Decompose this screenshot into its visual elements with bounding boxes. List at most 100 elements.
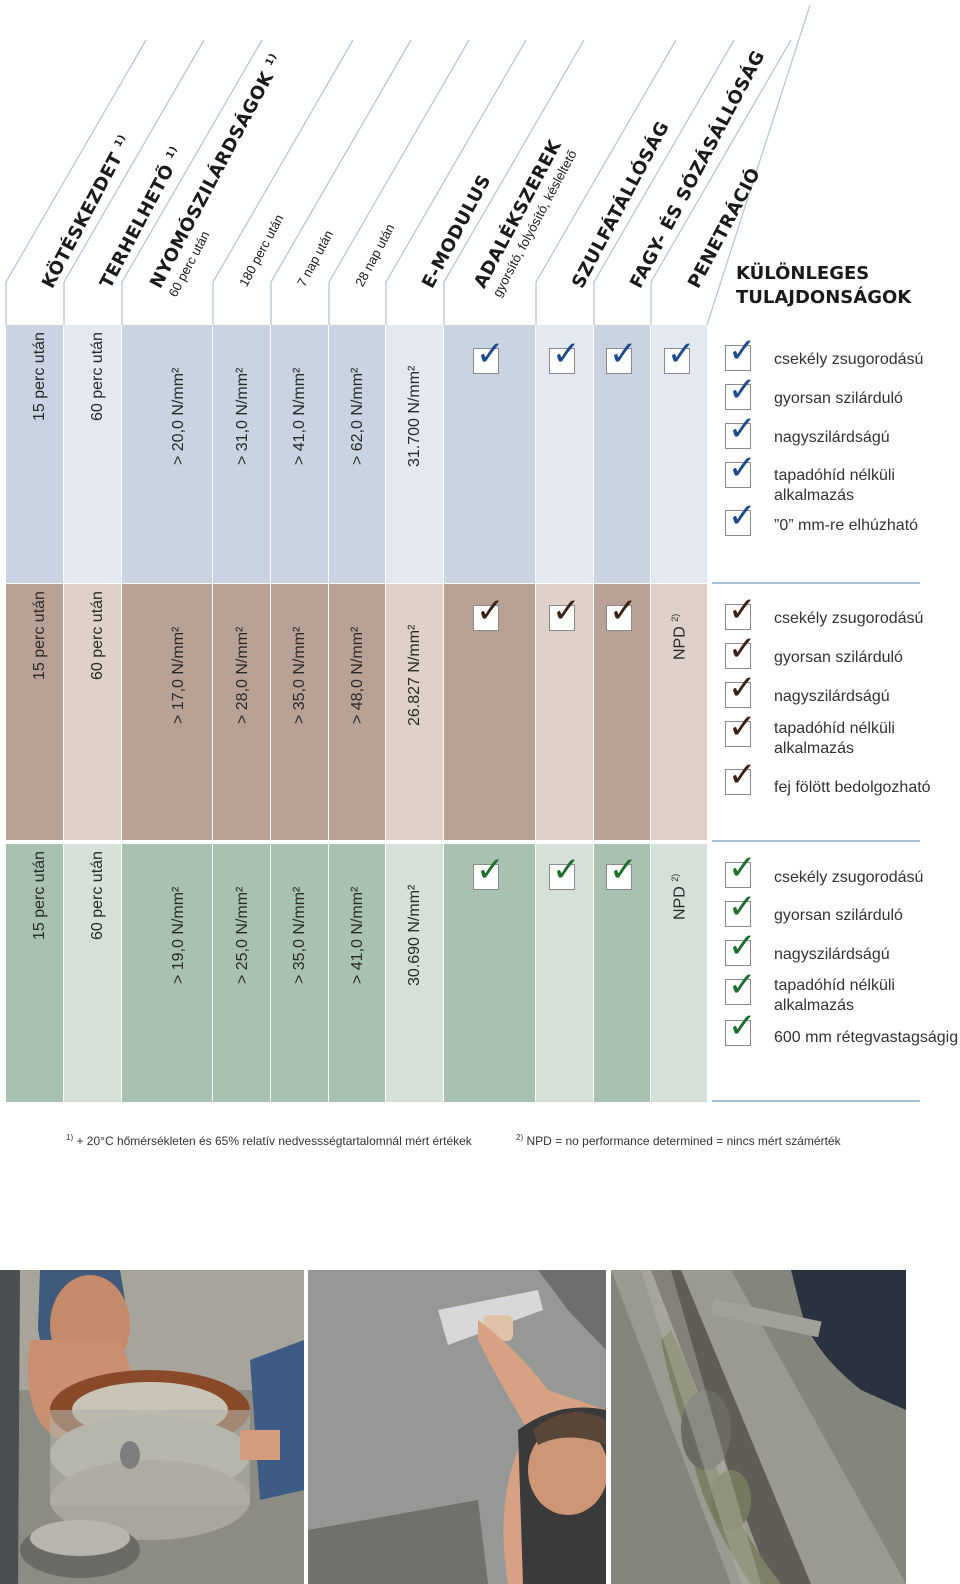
checkmark-icon: ✓ <box>728 887 757 927</box>
feature-check: ✓ <box>725 632 757 669</box>
feature-check: ✓ <box>725 671 757 708</box>
feature-check: ✓ <box>725 1009 757 1046</box>
feature-check: ✓ <box>725 373 757 410</box>
col-loadable <box>64 584 121 840</box>
value-strength-180min: > 31,0 N/mm² <box>234 367 251 465</box>
value-e-modulus: 26.827 N/mm² <box>406 624 423 726</box>
col-strength-28d <box>329 584 385 840</box>
col-setting-start <box>6 844 63 1102</box>
feature-label: tapadóhíd nélküli alkalmazás <box>774 977 895 1014</box>
value-strength-180min: > 28,0 N/mm² <box>234 626 251 724</box>
checkmark-icon: ✓ <box>728 496 757 536</box>
col-strength-180min <box>213 325 270 583</box>
value-strength-7d: > 35,0 N/mm² <box>291 626 308 724</box>
col-e-modulus <box>386 325 443 583</box>
col-loadable <box>64 844 121 1102</box>
value-setting-start: 15 perc után <box>31 332 48 421</box>
value-strength-28d: > 48,0 N/mm² <box>349 626 366 724</box>
checkmark-icon: ✓ <box>728 409 757 449</box>
feature-label: nagyszilárdságú <box>774 429 890 446</box>
footnote-1: 1) + 20°C hőmérsékleten és 65% relatív n… <box>66 1133 472 1148</box>
checkmark-icon: ✓ <box>728 1006 757 1046</box>
checkmark-icon: ✓ <box>609 850 638 890</box>
product-row-brown: 15 perc után 60 perc után > 17,0 N/mm² >… <box>6 584 921 840</box>
value-setting-start: 15 perc után <box>31 851 48 940</box>
feature-label: nagyszilárdságú <box>774 688 890 705</box>
header-diagonal-lines <box>5 4 811 326</box>
checkmark-icon: ✓ <box>476 591 505 631</box>
value-loadable: 60 perc után <box>89 851 106 940</box>
value-penetration: NPD 2) <box>670 613 689 660</box>
feature-label: tapadóhíd nélküli alkalmazás <box>774 720 895 757</box>
photo-manhole-repair <box>0 1270 304 1584</box>
header-special-properties: KÜLÖNLEGES TULAJDONSÁGOK <box>736 263 912 308</box>
checkmark-icon: ✓ <box>728 629 757 669</box>
col-strength-180min <box>213 844 270 1102</box>
feature-label: 600 mm rétegvastagságig <box>774 1029 959 1046</box>
feature-check: ✓ <box>725 851 757 888</box>
col-penetration <box>651 584 707 840</box>
col-setting-start <box>6 584 63 840</box>
feature-check: ✓ <box>725 593 757 630</box>
col-strength-60min <box>122 844 212 1102</box>
checkmark-icon: ✓ <box>667 334 696 374</box>
check-sulfate: ✓ <box>549 337 581 374</box>
feature-check: ✓ <box>725 451 757 488</box>
checkmark-icon: ✓ <box>476 850 505 890</box>
col-strength-60min <box>122 584 212 840</box>
value-strength-28d: > 41,0 N/mm² <box>349 886 366 984</box>
col-strength-7d <box>271 584 328 840</box>
feature-label: nagyszilárdságú <box>774 946 890 963</box>
feature-check: ✓ <box>725 968 757 1005</box>
checkmark-icon: ✓ <box>728 668 757 708</box>
feature-check: ✓ <box>725 334 757 371</box>
checkmark-icon: ✓ <box>728 331 757 371</box>
value-loadable: 60 perc után <box>89 591 106 680</box>
col-e-modulus <box>386 844 443 1102</box>
value-strength-60min: > 17,0 N/mm² <box>170 626 187 724</box>
feature-label: tapadóhíd nélküli alkalmazás <box>774 467 895 504</box>
col-strength-180min <box>213 584 270 840</box>
checkmark-icon: ✓ <box>728 926 757 966</box>
col-penetration <box>651 844 707 1102</box>
col-strength-60min <box>122 325 212 583</box>
feature-label: gyorsan szilárduló <box>774 649 903 666</box>
photo-wall-plastering <box>308 1270 606 1584</box>
feature-label: csekély zsugorodású <box>774 610 924 627</box>
checkmark-icon: ✓ <box>728 755 757 795</box>
feature-label: gyorsan szilárduló <box>774 390 903 407</box>
value-strength-180min: > 25,0 N/mm² <box>234 886 251 984</box>
checkmark-icon: ✓ <box>552 850 581 890</box>
checkmark-icon: ✓ <box>728 707 757 747</box>
checkmark-icon: ✓ <box>728 448 757 488</box>
divider <box>712 582 920 584</box>
value-strength-7d: > 35,0 N/mm² <box>291 886 308 984</box>
value-e-modulus: 30.690 N/mm² <box>406 884 423 986</box>
feature-label: fej fölött bedolgozható <box>774 779 931 796</box>
col-setting-start <box>6 325 63 583</box>
feature-check: ✓ <box>725 929 757 966</box>
value-loadable: 60 perc után <box>89 332 106 421</box>
table-header: KÖTÉSKEZDET 1) TERHELHETŐ 1) NYOMÓSZILÁR… <box>0 0 960 330</box>
checkmark-icon: ✓ <box>728 965 757 1005</box>
feature-label: csekély zsugorodású <box>774 869 924 886</box>
col-strength-28d <box>329 844 385 1102</box>
product-row-blue: 15 perc után 60 perc után > 20,0 N/mm² >… <box>6 325 921 583</box>
check-sulfate: ✓ <box>549 594 581 631</box>
checkmark-icon: ✓ <box>609 334 638 374</box>
check-admixtures: ✓ <box>473 594 505 631</box>
check-frost-salt: ✓ <box>606 594 638 631</box>
feature-label: csekély zsugorodású <box>774 351 924 368</box>
value-strength-7d: > 41,0 N/mm² <box>291 367 308 465</box>
product-row-green: 15 perc után 60 perc után > 19,0 N/mm² >… <box>6 844 921 1102</box>
checkmark-icon: ✓ <box>728 848 757 888</box>
checkmark-icon: ✓ <box>728 590 757 630</box>
feature-label: ”0” mm-re elhúzható <box>774 517 919 534</box>
check-penetration: ✓ <box>664 337 696 374</box>
checkmark-icon: ✓ <box>609 591 638 631</box>
checkmark-icon: ✓ <box>552 591 581 631</box>
feature-check: ✓ <box>725 499 757 536</box>
feature-check: ✓ <box>725 412 757 449</box>
feature-label: gyorsan szilárduló <box>774 907 903 924</box>
col-strength-7d <box>271 844 328 1102</box>
